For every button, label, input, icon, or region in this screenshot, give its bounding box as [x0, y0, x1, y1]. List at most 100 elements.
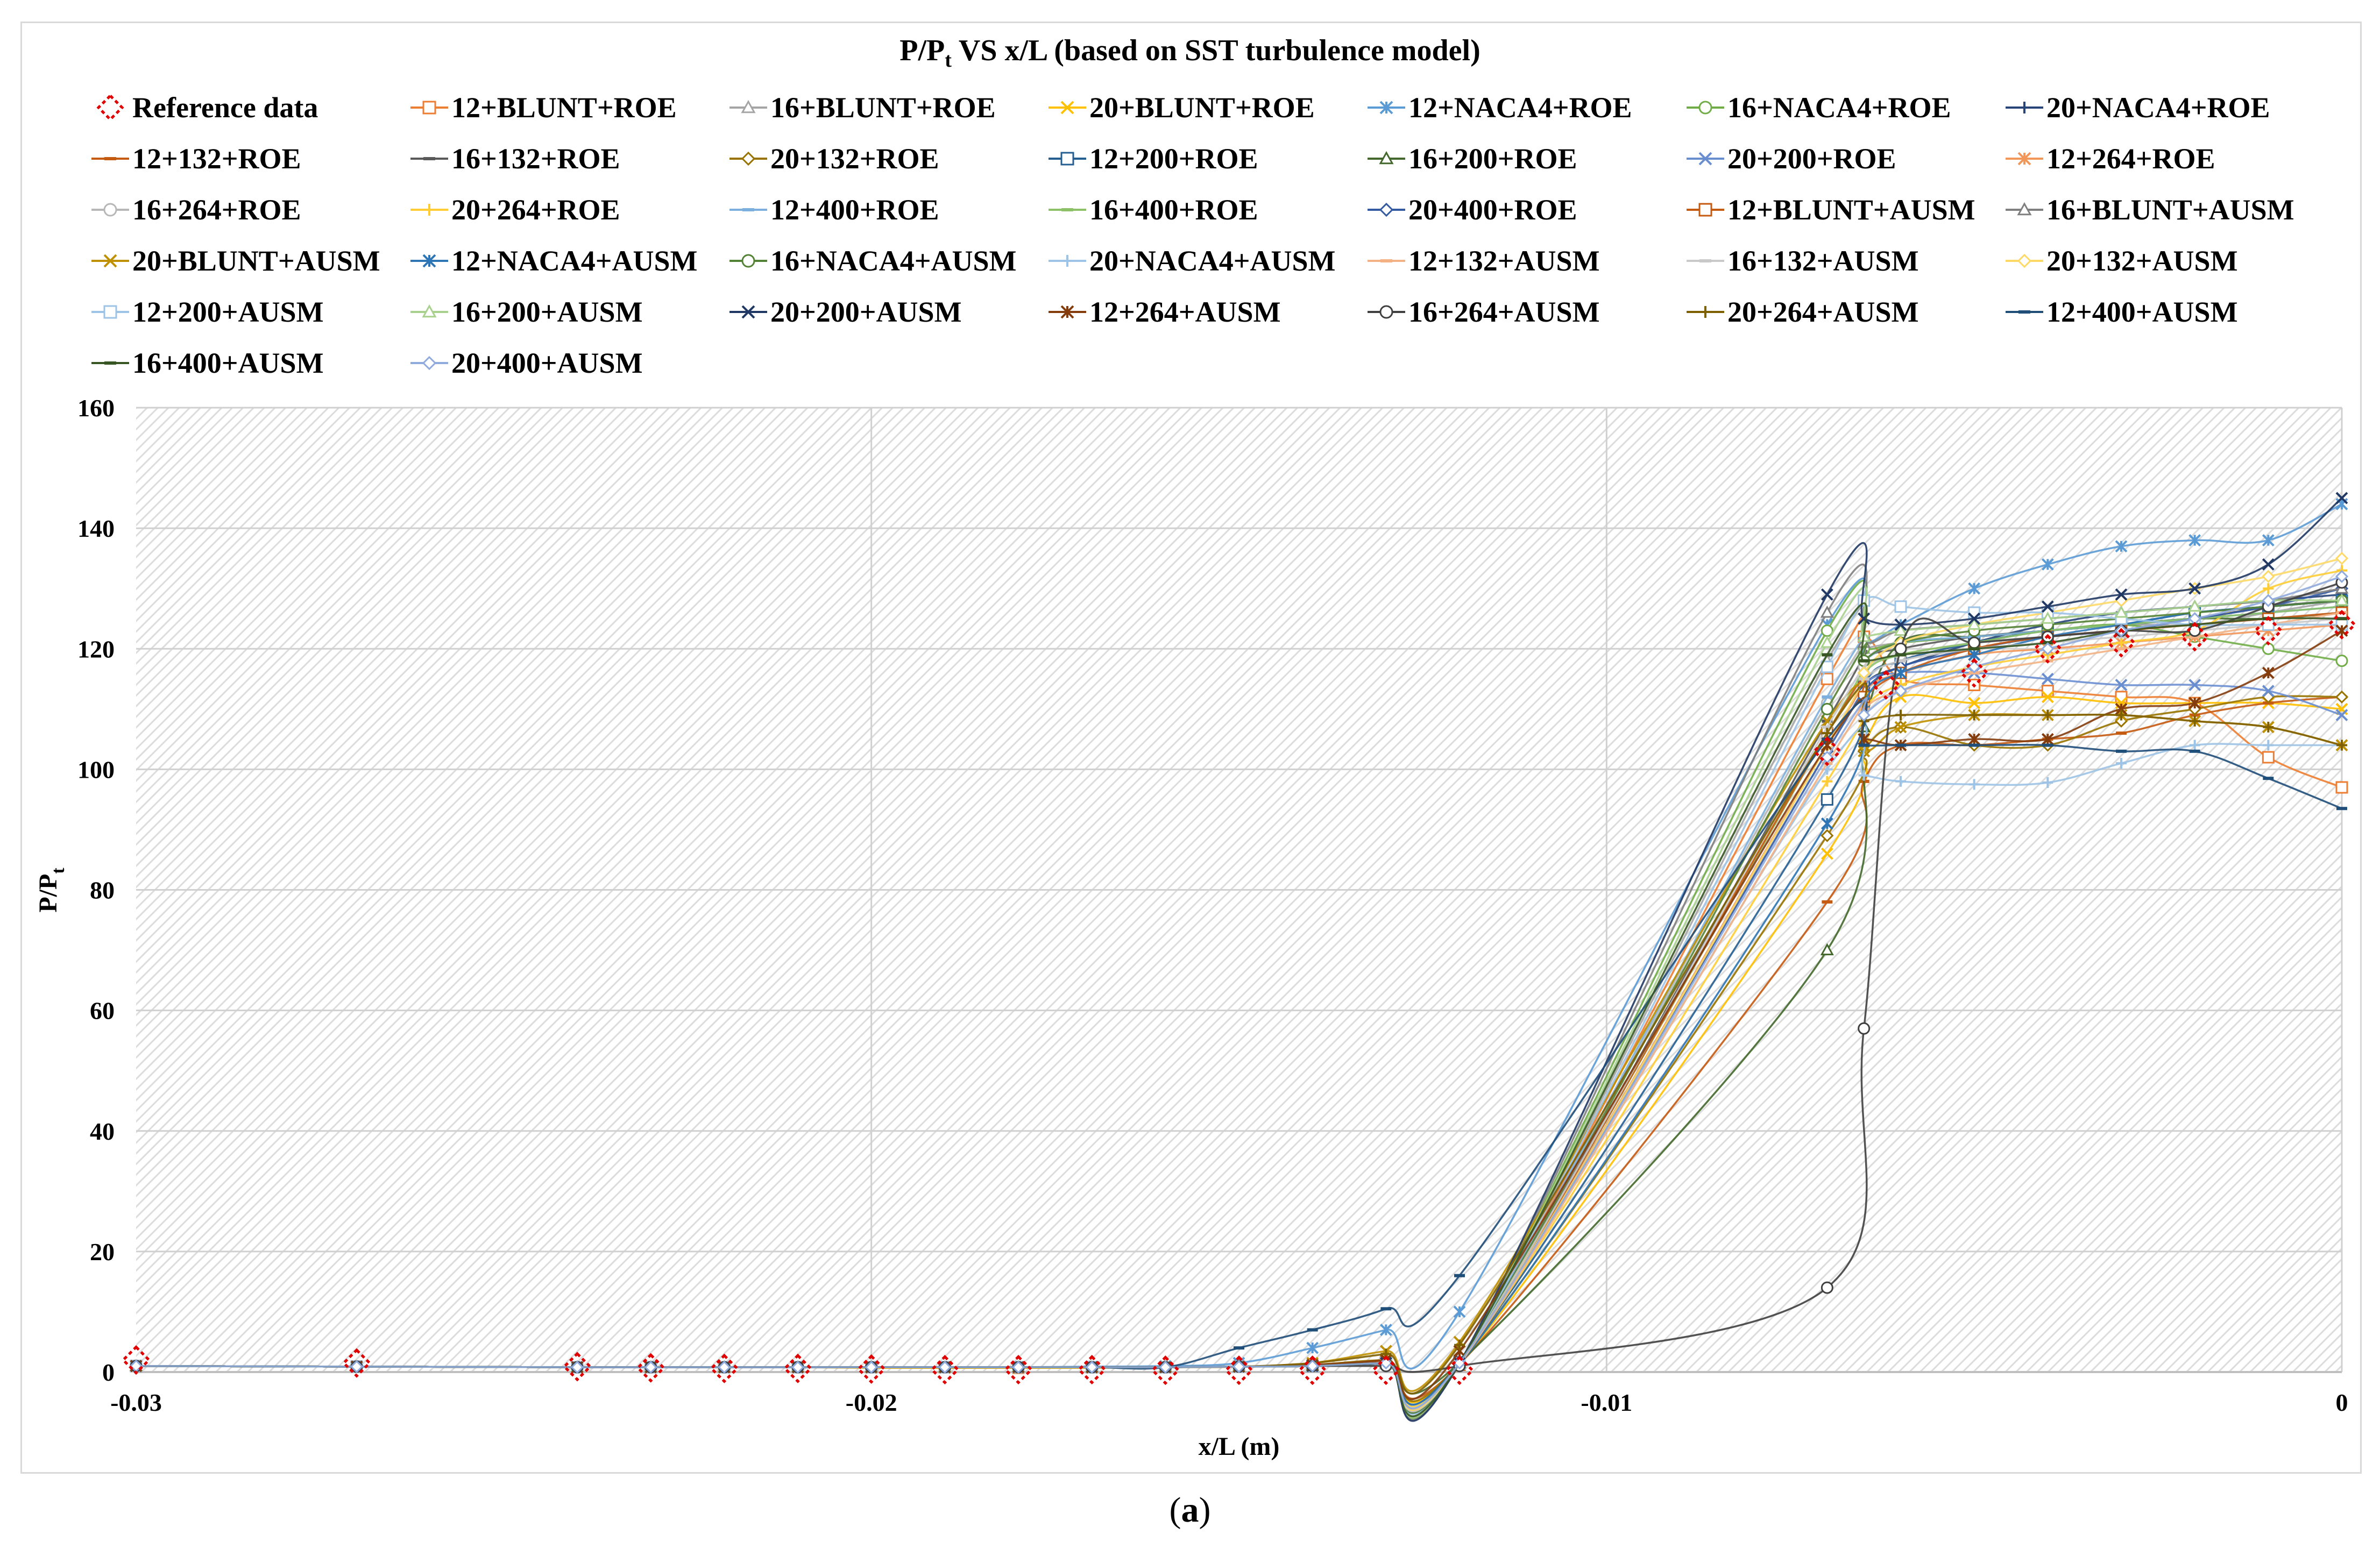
series-35-point — [1858, 659, 1869, 663]
reference-data-point — [1003, 1354, 1033, 1385]
series-24-point — [1895, 776, 1906, 787]
series-36-point — [1306, 1359, 1319, 1373]
series-23-point — [1821, 702, 1833, 715]
series-36-point — [938, 1360, 952, 1374]
legend-item: 20+200+AUSM — [729, 290, 962, 333]
series-4-point — [2262, 534, 2275, 546]
legend-swatch-marker — [1379, 202, 1394, 217]
x-axis-title: x/L (m) — [1199, 1432, 1280, 1461]
legend-swatch-marker — [1699, 306, 1711, 318]
y-tick-label: 80 — [90, 877, 115, 904]
legend-label: 20+200+ROE — [1727, 143, 1896, 175]
legend-item: Reference data — [91, 86, 318, 129]
series-34-point — [2189, 749, 2200, 753]
legend-swatch — [2006, 152, 2043, 166]
legend-swatch — [1687, 152, 1724, 166]
series-30-point — [2188, 582, 2201, 595]
series-29-point — [1967, 617, 1981, 630]
reference-data-point — [930, 1354, 960, 1385]
legend-label: 12+264+AUSM — [1089, 296, 1281, 328]
series-24-point — [2189, 740, 2200, 751]
legend-label: 16+264+ROE — [132, 194, 301, 226]
y-axis-title: P/Pt — [34, 868, 68, 913]
series-22-point — [1894, 666, 1907, 679]
series-34-point — [2116, 749, 2127, 753]
legend-label: 12+200+AUSM — [132, 296, 324, 328]
legend-swatch-marker — [423, 204, 435, 216]
series-35-point — [2336, 617, 2347, 621]
legend-item: 16+BLUNT+ROE — [729, 86, 996, 129]
reference-data-point-shape — [342, 1348, 372, 1378]
series-29-point — [2114, 605, 2128, 618]
legend-label: 12+132+ROE — [132, 143, 301, 175]
y-tick-label: 60 — [90, 997, 115, 1025]
legend-swatch-marker — [1379, 305, 1393, 319]
legend-swatch — [91, 157, 129, 160]
legend-swatch — [1049, 305, 1086, 319]
series-36-point — [2335, 570, 2349, 583]
series-32-point — [1821, 1281, 1833, 1294]
legend-label: Reference data — [132, 91, 318, 124]
legend-item: 12+NACA4+ROE — [1368, 86, 1632, 129]
series-36-point — [2041, 642, 2055, 656]
legend-item: 12+BLUNT+AUSM — [1687, 188, 1975, 231]
reference-data-point-shape — [930, 1354, 960, 1385]
legend-swatch-marker — [741, 305, 755, 319]
legend-item: 20+BLUNT+AUSM — [91, 239, 380, 282]
legend-swatch-marker — [422, 254, 436, 268]
series-21-point — [1894, 721, 1907, 734]
legend-item: 12+400+ROE — [729, 188, 939, 231]
legend-swatch-marker — [104, 361, 116, 365]
series-34-point — [1307, 1328, 1318, 1332]
series-36-point — [1894, 684, 1908, 698]
series-32-point — [2188, 624, 2201, 637]
legend-swatch-marker — [103, 254, 117, 268]
legend-swatch — [410, 304, 448, 318]
series-30-point — [2041, 600, 2054, 613]
legend-swatch-marker — [1698, 203, 1712, 217]
legend-swatch — [729, 254, 767, 268]
legend-item: 16+132+AUSM — [1687, 239, 1919, 282]
legend-item: 12+NACA4+AUSM — [410, 239, 698, 282]
reference-data-point-shape — [856, 1354, 887, 1384]
reference-data-point — [709, 1353, 739, 1383]
legend-swatch-marker — [1698, 152, 1712, 166]
y-axis-title-subscript: t — [48, 868, 68, 874]
series-24-point — [2116, 758, 2127, 769]
legend-item: 20+BLUNT+ROE — [1049, 86, 1315, 129]
series-4-point — [2115, 540, 2128, 553]
legend-swatch — [1687, 101, 1724, 115]
legend-swatch — [410, 254, 448, 268]
series-12-point — [2041, 672, 2054, 685]
legend-swatch-marker — [741, 254, 755, 268]
y-tick-label: 140 — [77, 515, 115, 542]
legend-swatch-marker — [2017, 202, 2032, 216]
series-36-point — [1011, 1360, 1025, 1374]
legend-label: 20+NACA4+AUSM — [1089, 245, 1336, 277]
series-36-point — [1379, 1356, 1393, 1370]
legend-label: 16+132+ROE — [451, 143, 620, 175]
caption-label: a — [1181, 1490, 1199, 1530]
series-33-point — [1968, 709, 1980, 721]
series-33-point — [2116, 709, 2127, 721]
series-31-point — [1858, 733, 1871, 745]
reference-data-point-shape — [1003, 1354, 1033, 1385]
series-29-point — [1894, 623, 1908, 636]
series-33-point — [2189, 715, 2200, 727]
series-21-point — [1821, 715, 1833, 728]
reference-data-point — [2032, 634, 2063, 664]
legend-item: 20+264+AUSM — [1687, 290, 1919, 333]
caption-open: ( — [1169, 1490, 1181, 1530]
legend-swatch-marker — [741, 151, 756, 166]
legend-swatch-marker — [741, 100, 756, 113]
legend-swatch — [91, 305, 129, 319]
legend-swatch-marker — [742, 208, 754, 211]
legend-swatch-marker — [104, 157, 116, 160]
series-7-point — [1822, 900, 1833, 904]
legend-swatch — [729, 208, 767, 211]
series-34-point — [1895, 743, 1906, 747]
series-30-point — [2262, 558, 2275, 571]
legend-swatch-marker — [1060, 305, 1074, 319]
y-tick-label: 40 — [90, 1118, 115, 1145]
reference-data-point-shape — [1371, 1355, 1401, 1385]
